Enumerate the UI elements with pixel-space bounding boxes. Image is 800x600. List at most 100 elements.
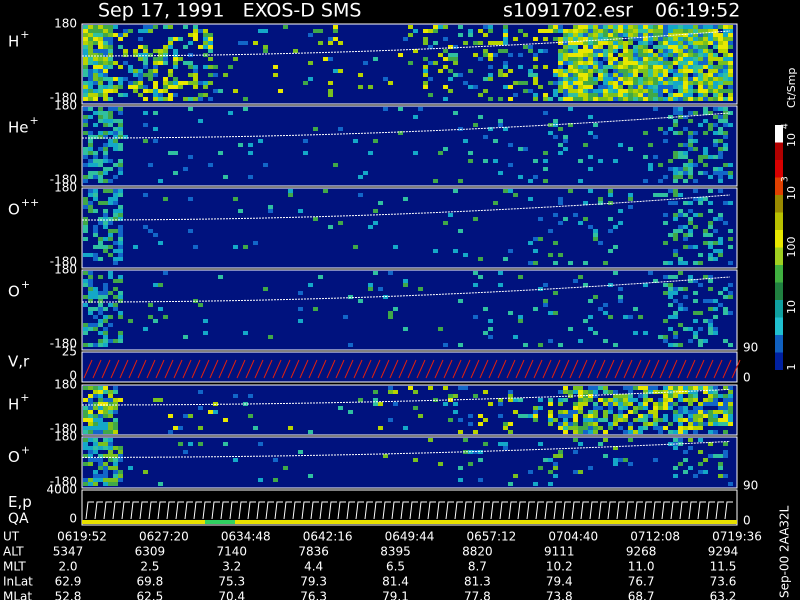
pixel bbox=[728, 163, 733, 167]
pixel bbox=[88, 458, 93, 462]
pixel bbox=[658, 29, 663, 33]
panel-label: H bbox=[8, 33, 19, 51]
pixel bbox=[98, 311, 103, 315]
pixel bbox=[623, 418, 628, 422]
pixel bbox=[673, 45, 678, 49]
pixel bbox=[663, 25, 668, 29]
pixel bbox=[673, 37, 678, 41]
pixel bbox=[628, 37, 633, 41]
pixel bbox=[108, 119, 113, 123]
pixel bbox=[633, 45, 638, 49]
pixel bbox=[213, 73, 218, 77]
pixel bbox=[653, 422, 658, 426]
pixel bbox=[728, 291, 733, 295]
pixel bbox=[423, 29, 428, 33]
pixel bbox=[238, 41, 243, 45]
pixel bbox=[678, 343, 683, 347]
pixel bbox=[593, 386, 598, 390]
pixel bbox=[618, 426, 623, 430]
pixel bbox=[183, 25, 188, 29]
pixel bbox=[393, 402, 398, 406]
pixel bbox=[708, 33, 713, 37]
pixel bbox=[443, 85, 448, 89]
pixel bbox=[693, 33, 698, 37]
pixel bbox=[728, 482, 733, 486]
pixel bbox=[678, 430, 683, 434]
pixel bbox=[113, 209, 118, 213]
pixel bbox=[663, 193, 668, 197]
right-tick-label: 90 bbox=[743, 479, 758, 493]
pixel bbox=[563, 97, 568, 101]
pixel bbox=[663, 97, 668, 101]
pixel bbox=[618, 41, 623, 45]
pixel bbox=[688, 209, 693, 213]
pixel bbox=[628, 315, 633, 319]
pixel bbox=[648, 25, 653, 29]
pixel bbox=[728, 311, 733, 315]
pixel bbox=[103, 41, 108, 45]
pixel bbox=[508, 69, 513, 73]
pixel bbox=[678, 307, 683, 311]
pixel bbox=[573, 81, 578, 85]
pixel bbox=[718, 37, 723, 41]
pixel bbox=[168, 97, 173, 101]
pixel bbox=[303, 151, 308, 155]
pixel bbox=[638, 97, 643, 101]
pixel bbox=[728, 418, 733, 422]
pixel bbox=[663, 418, 668, 422]
pixel bbox=[558, 81, 563, 85]
pixel bbox=[678, 462, 683, 466]
pixel bbox=[683, 25, 688, 29]
pixel bbox=[103, 155, 108, 159]
pixel bbox=[83, 438, 88, 442]
pixel bbox=[438, 327, 443, 331]
pixel bbox=[598, 159, 603, 163]
pixel bbox=[378, 402, 383, 406]
pixel bbox=[703, 53, 708, 57]
pixel bbox=[108, 49, 113, 53]
pixel bbox=[113, 217, 118, 221]
pixel bbox=[483, 53, 488, 57]
pixel bbox=[593, 233, 598, 237]
pixel bbox=[698, 33, 703, 37]
pixel bbox=[108, 237, 113, 241]
pixel bbox=[178, 426, 183, 430]
pixel bbox=[723, 394, 728, 398]
pixel bbox=[388, 386, 393, 390]
pixel bbox=[658, 57, 663, 61]
pixel bbox=[178, 442, 183, 446]
pixel bbox=[533, 410, 538, 414]
pixel bbox=[663, 261, 668, 265]
pixel bbox=[688, 69, 693, 73]
pixel bbox=[543, 299, 548, 303]
pixel bbox=[88, 426, 93, 430]
pixel bbox=[403, 426, 408, 430]
pixel bbox=[473, 123, 478, 127]
pixel bbox=[498, 414, 503, 418]
pixel bbox=[718, 406, 723, 410]
pixel bbox=[643, 398, 648, 402]
pixel bbox=[683, 73, 688, 77]
pixel bbox=[708, 241, 713, 245]
pixel bbox=[663, 81, 668, 85]
pixel bbox=[723, 171, 728, 175]
panel: O +180-180 bbox=[8, 263, 738, 351]
pixel bbox=[108, 159, 113, 163]
pixel bbox=[438, 151, 443, 155]
pixel bbox=[88, 77, 93, 81]
ephemeris-value: 10.2 bbox=[546, 560, 573, 574]
pixel bbox=[298, 319, 303, 323]
pixel bbox=[158, 398, 163, 402]
pixel bbox=[213, 410, 218, 414]
pixel bbox=[103, 319, 108, 323]
pixel bbox=[613, 45, 618, 49]
pixel bbox=[658, 49, 663, 53]
pixel bbox=[608, 85, 613, 89]
pixel bbox=[433, 249, 438, 253]
pixel bbox=[433, 179, 438, 183]
pixel bbox=[88, 33, 93, 37]
pixel bbox=[608, 410, 613, 414]
pixel bbox=[698, 53, 703, 57]
pixel bbox=[703, 422, 708, 426]
pixel bbox=[698, 81, 703, 85]
